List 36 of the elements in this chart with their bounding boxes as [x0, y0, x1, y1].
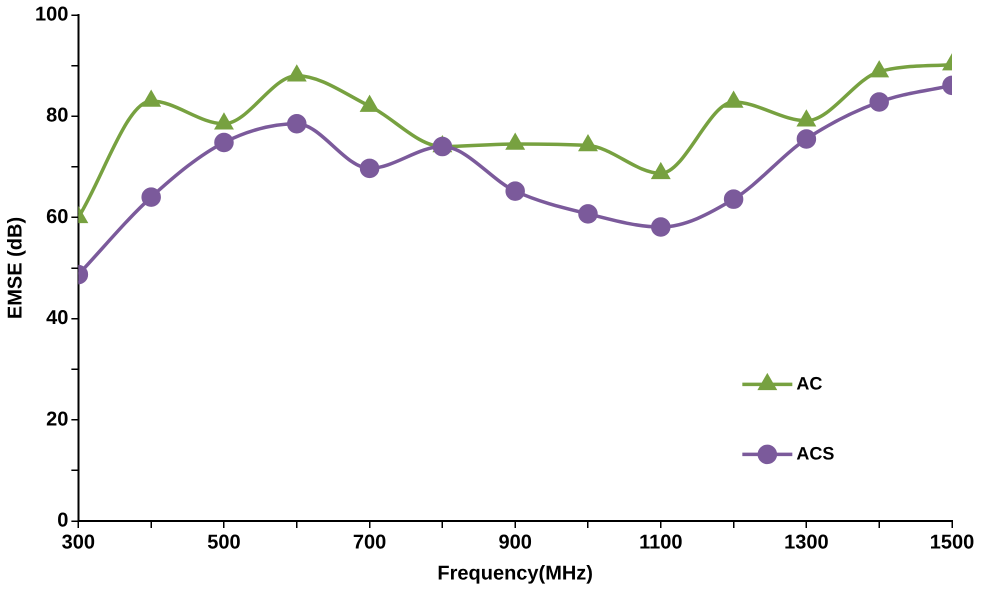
legend-label: ACS — [796, 443, 834, 464]
y-tick-label: 80 — [46, 104, 68, 127]
x-axis-title: Frequency(MHz) — [437, 562, 593, 585]
point — [724, 189, 744, 209]
point — [141, 187, 161, 207]
y-tick-label: 40 — [46, 307, 68, 330]
x-tick-label: 500 — [207, 532, 241, 554]
point — [432, 136, 452, 156]
point — [505, 181, 525, 201]
point — [870, 62, 888, 78]
y-tick-label: 60 — [46, 206, 68, 228]
point — [796, 129, 816, 149]
point — [724, 92, 742, 108]
x-tick-label: 1500 — [930, 532, 974, 554]
point — [506, 134, 524, 150]
point — [215, 114, 233, 130]
x-tick-label: 1300 — [784, 532, 829, 554]
x-tick-label: 300 — [62, 532, 96, 554]
point — [652, 164, 670, 180]
x-tick-label: 900 — [498, 532, 532, 554]
point — [288, 66, 306, 82]
y-axis-title: EMSE (dB) — [4, 216, 27, 320]
y-tick-label: 20 — [46, 408, 68, 430]
x-tick-label: 1100 — [639, 532, 682, 554]
point — [651, 217, 671, 237]
y-tick-label: 100 — [34, 4, 68, 26]
point — [578, 204, 598, 224]
point — [360, 96, 378, 112]
point — [360, 158, 380, 178]
point — [142, 91, 160, 107]
point — [798, 111, 816, 127]
point — [579, 136, 597, 152]
x-tick-label: 700 — [352, 532, 386, 554]
point — [214, 132, 234, 152]
y-tick-label: 0 — [57, 510, 68, 532]
legend-label: AC — [796, 373, 822, 394]
